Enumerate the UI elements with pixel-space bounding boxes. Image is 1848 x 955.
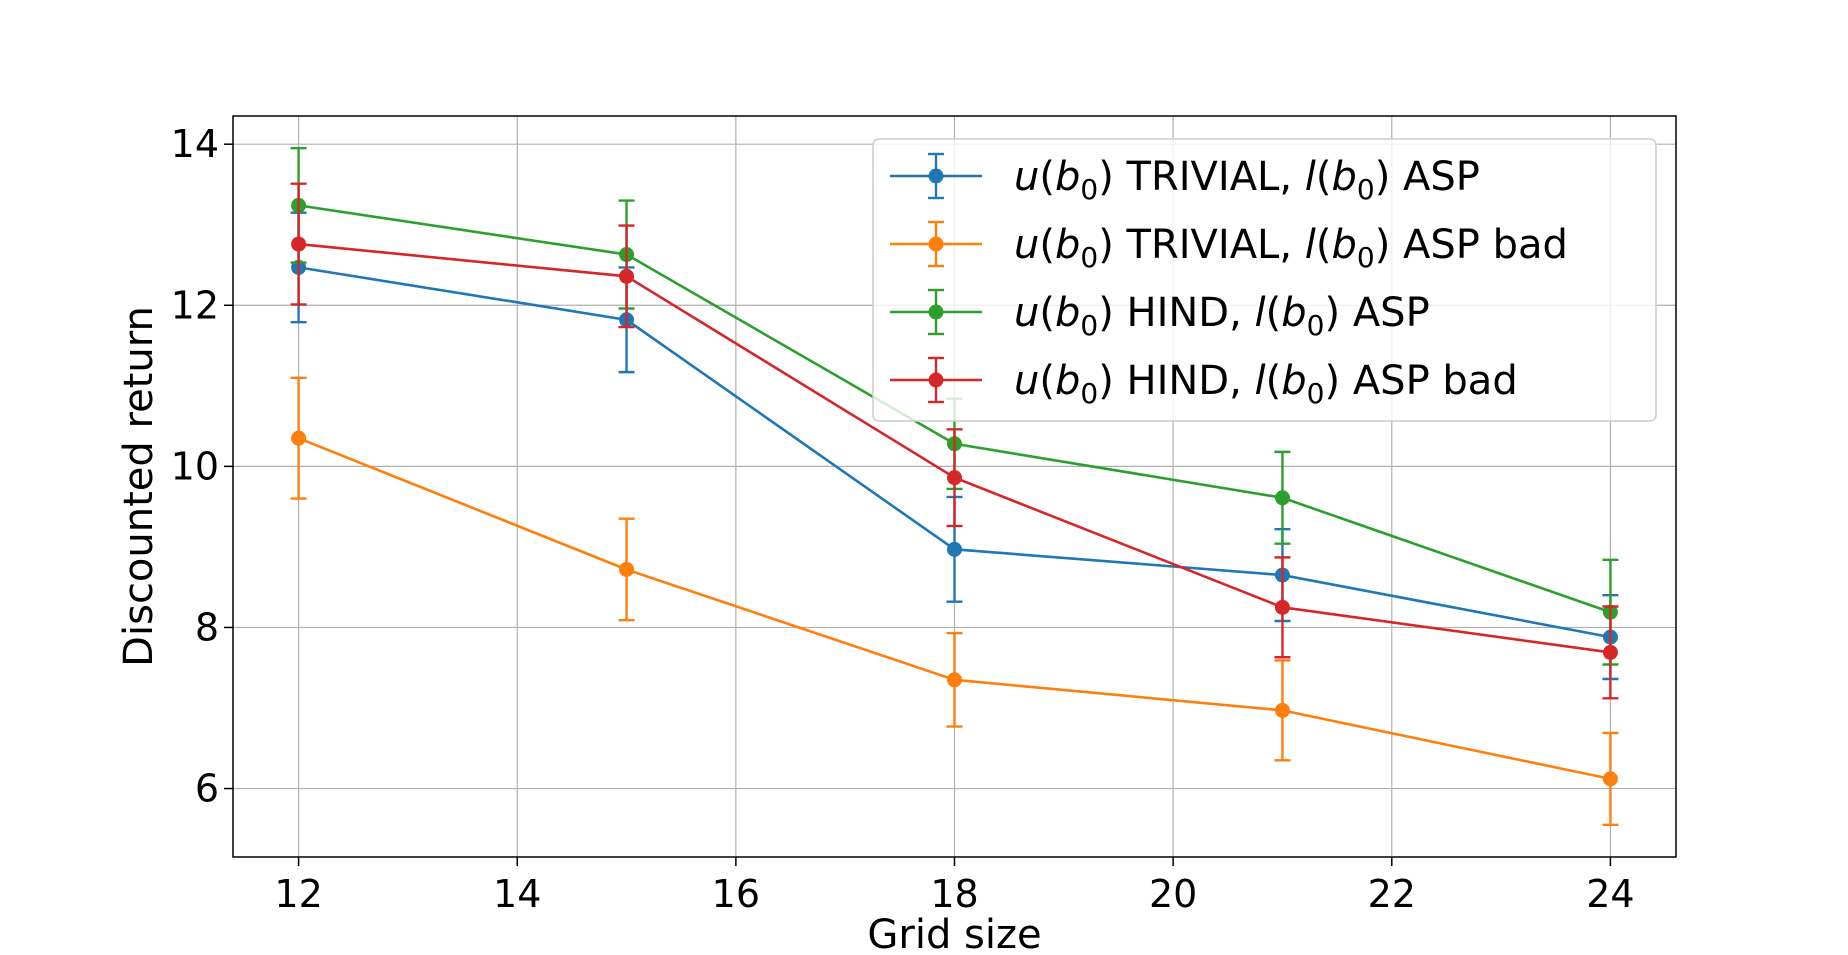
legend-entry: u(b0) HIND, l(b0) ASP (890, 288, 1430, 342)
data-point (619, 561, 635, 577)
legend-label: u(b0) TRIVIAL, l(b0) ASP (1014, 154, 1480, 206)
x-tick-label: 20 (1149, 872, 1197, 916)
data-point (947, 672, 962, 688)
x-tick-label: 18 (930, 872, 978, 916)
data-point (1274, 599, 1290, 615)
y-tick-label: 8 (195, 605, 219, 649)
x-axis-label: Grid size (867, 912, 1041, 955)
legend-marker (928, 304, 944, 320)
data-point (947, 541, 962, 557)
legend-label: u(b0) HIND, l(b0) ASP (1014, 290, 1430, 342)
data-point (619, 268, 635, 284)
x-tick-label: 24 (1586, 872, 1634, 916)
x-tick-label: 14 (493, 872, 541, 916)
series-2 (290, 376, 1619, 826)
y-tick-label: 10 (171, 444, 219, 488)
data-point (1274, 490, 1290, 506)
legend-marker (928, 168, 944, 184)
legend-label: u(b0) HIND, l(b0) ASP bad (1014, 358, 1518, 410)
axis-ticks: 12 14 16 18 20 22 24 6 8 10 12 14 (171, 122, 1635, 916)
y-tick-label: 12 (171, 283, 219, 327)
series-4 (290, 182, 1619, 700)
x-tick-label: 12 (274, 872, 322, 916)
legend-label: u(b0) TRIVIAL, l(b0) ASP bad (1014, 222, 1568, 274)
y-axis-label: Discounted return (116, 306, 162, 667)
data-point (291, 236, 307, 252)
data-point (1602, 644, 1618, 660)
data-point (947, 470, 962, 486)
data-point (1274, 702, 1290, 718)
data-point (1602, 771, 1618, 787)
plot-series (290, 147, 1619, 826)
legend-entry: u(b0) TRIVIAL, l(b0) ASP bad (890, 220, 1568, 274)
x-tick-label: 22 (1368, 872, 1416, 916)
x-tick-label: 16 (712, 872, 760, 916)
y-tick-label: 6 (195, 767, 219, 811)
legend-marker (928, 236, 944, 252)
legend-entry: u(b0) TRIVIAL, l(b0) ASP (890, 152, 1480, 206)
legend-entry: u(b0) HIND, l(b0) ASP bad (890, 356, 1518, 410)
y-tick-label: 14 (171, 122, 219, 166)
legend-box (872, 138, 1657, 422)
data-point (291, 430, 307, 446)
legend: u(b0) TRIVIAL, l(b0) ASP u(b0) TRIVIAL, l… (872, 138, 1657, 422)
legend-marker (928, 372, 944, 388)
